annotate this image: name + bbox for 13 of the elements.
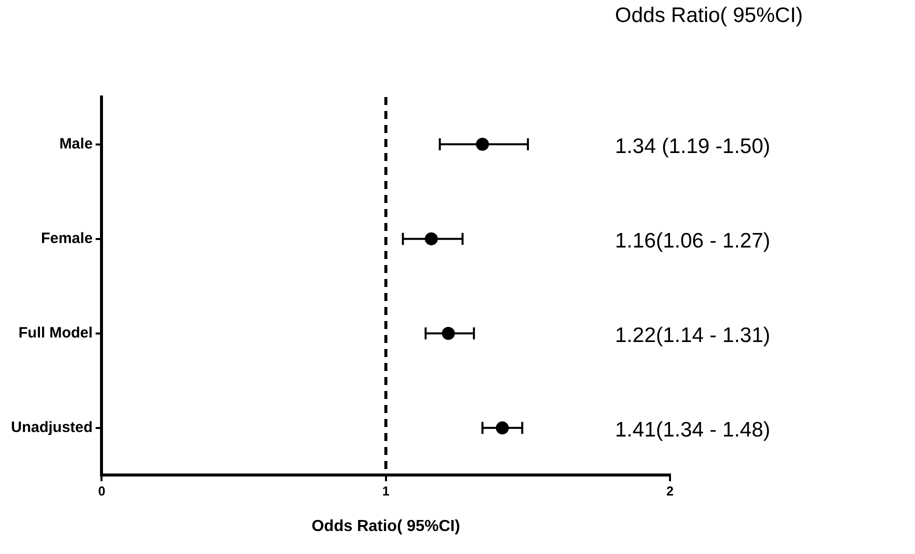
data-label: 1.22(1.14 - 1.31) (615, 324, 770, 348)
x-tick-label: 1 (382, 484, 390, 499)
data-label: 1.16(1.06 - 1.27) (615, 230, 770, 253)
data-label: 1.34 (1.19 -1.50) (615, 135, 770, 158)
x-tick-label: 0 (98, 484, 106, 499)
x-axis-title: Odds Ratio( 95%CI) (312, 518, 460, 535)
text: Odds Ratio( 95%CI) (615, 4, 803, 27)
y-tick-label: Full Model (18, 324, 93, 342)
y-tick-label: Unadjusted (10, 419, 93, 436)
data-label: 1.41(1.34 - 1.48) (615, 418, 770, 442)
x-tick-label: 2 (666, 484, 674, 499)
y-tick-label: Female (40, 230, 93, 247)
y-tick-label: Male (59, 135, 93, 152)
